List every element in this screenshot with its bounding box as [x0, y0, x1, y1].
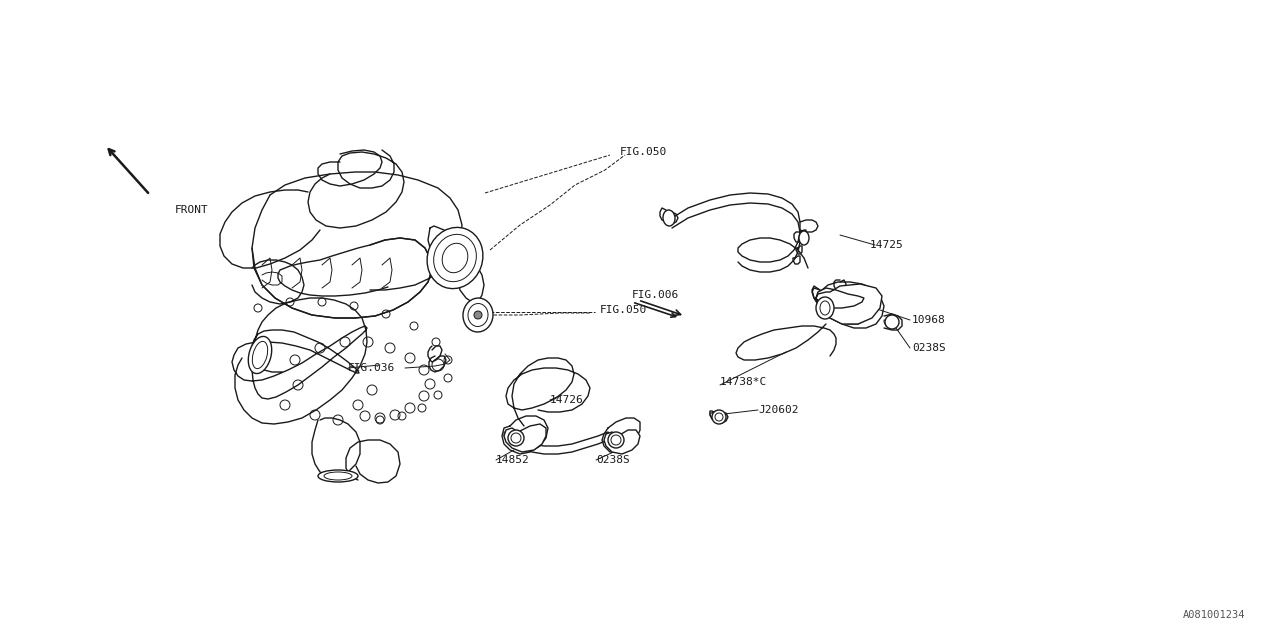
Text: 0238S: 0238S — [596, 455, 630, 465]
Circle shape — [884, 315, 899, 329]
Text: 14738*C: 14738*C — [719, 377, 767, 387]
Polygon shape — [504, 424, 547, 452]
Text: 14726: 14726 — [550, 395, 584, 405]
Text: 14725: 14725 — [870, 240, 904, 250]
Polygon shape — [604, 430, 640, 454]
Circle shape — [608, 432, 625, 448]
Text: 14852: 14852 — [497, 455, 530, 465]
Ellipse shape — [799, 231, 809, 245]
Ellipse shape — [817, 297, 835, 319]
Text: FRONT: FRONT — [175, 205, 209, 215]
Ellipse shape — [317, 470, 358, 482]
Polygon shape — [817, 284, 882, 324]
Text: 0238S: 0238S — [911, 343, 946, 353]
Text: FIG.050: FIG.050 — [600, 305, 648, 315]
Circle shape — [474, 311, 483, 319]
Ellipse shape — [663, 210, 675, 226]
Text: 10968: 10968 — [911, 315, 946, 325]
Text: FIG.050: FIG.050 — [620, 147, 667, 157]
Text: FIG.036: FIG.036 — [348, 363, 396, 373]
Ellipse shape — [463, 298, 493, 332]
Ellipse shape — [248, 337, 271, 374]
Circle shape — [508, 430, 524, 446]
Text: A081001234: A081001234 — [1183, 610, 1245, 620]
Circle shape — [712, 410, 726, 424]
Text: FIG.006: FIG.006 — [632, 290, 680, 300]
Ellipse shape — [428, 227, 483, 289]
Text: J20602: J20602 — [758, 405, 799, 415]
